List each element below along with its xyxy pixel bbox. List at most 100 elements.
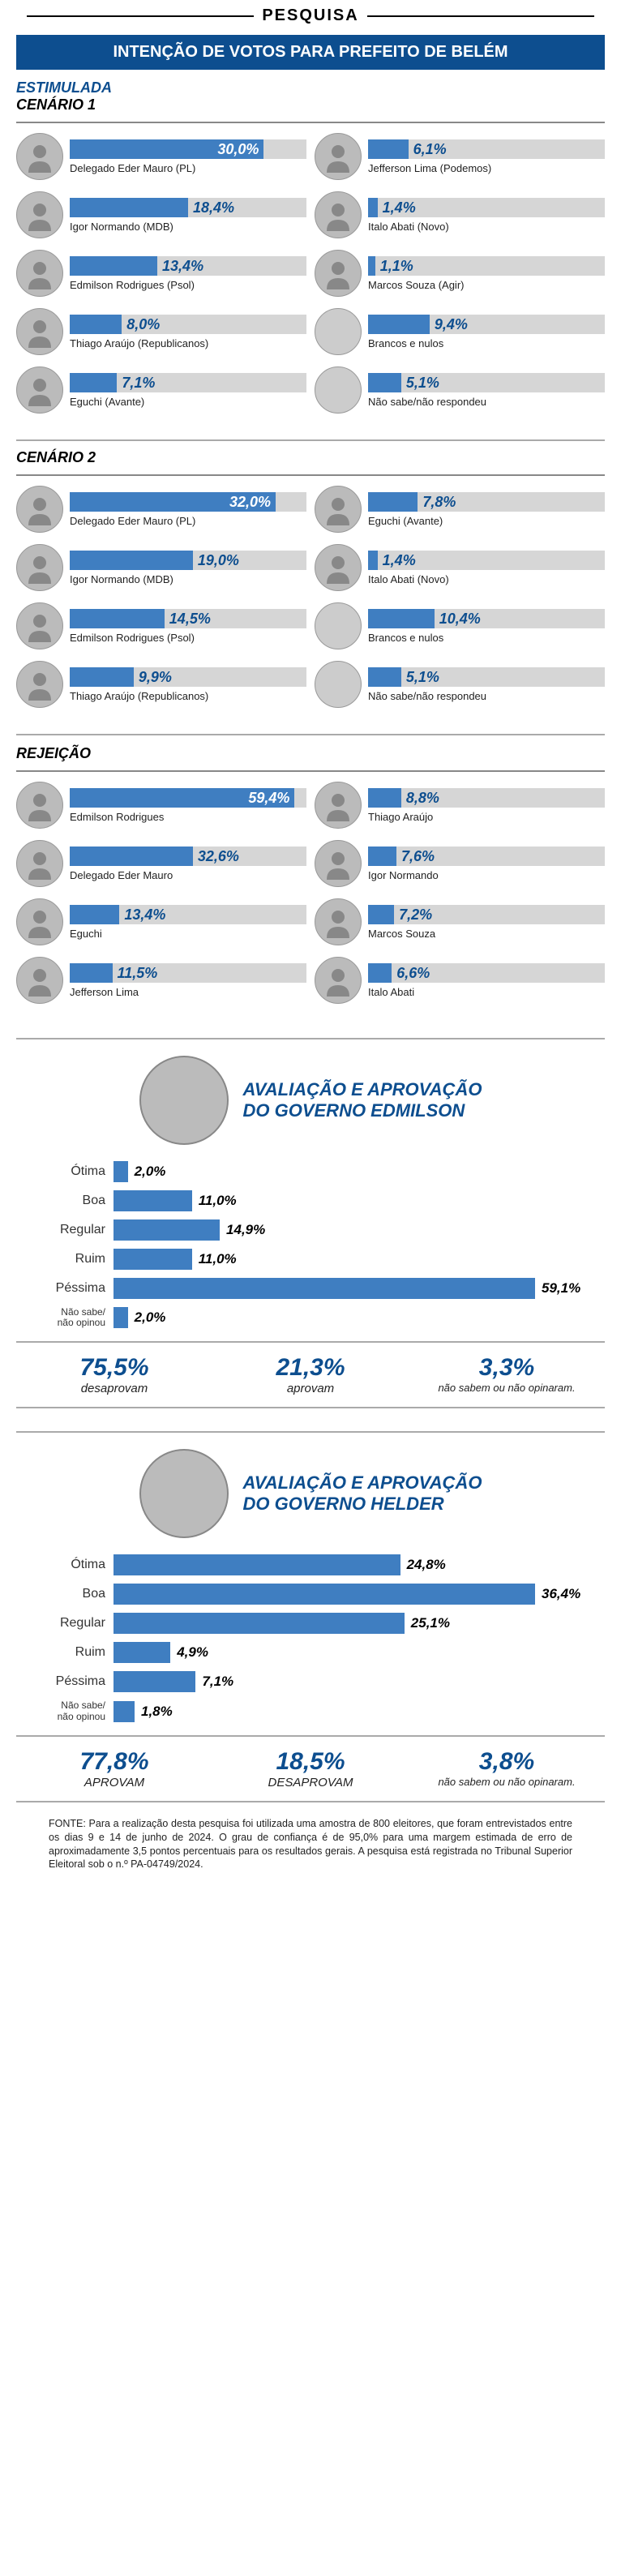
percent-label: 6,6%: [396, 965, 430, 982]
percent-label: 19,0%: [198, 552, 239, 569]
summary-item: 21,3%aprovam: [212, 1354, 409, 1395]
summary-item: 77,8%APROVAM: [16, 1748, 212, 1789]
summary-label: APROVAM: [16, 1776, 212, 1789]
candidate-row: 18,4%Igor Normando (MDB): [16, 191, 306, 238]
eval-pct-label: 2,0%: [135, 1164, 166, 1180]
avatar-gray-icon: [315, 308, 362, 355]
eval-row-label: Boa: [16, 1194, 113, 1208]
candidate-name: Eguchi (Avante): [368, 515, 605, 527]
rejeicao-block: 59,4%Edmilson Rodrigues32,6%Delegado Ede…: [16, 770, 605, 1015]
candidate-row: 1,4%Italo Abati (Novo): [315, 544, 605, 591]
portrait-edmilson: [139, 1056, 229, 1145]
candidate-row: 1,1%Marcos Souza (Agir): [315, 250, 605, 297]
percent-label: 18,4%: [193, 199, 234, 216]
candidate-name: Eguchi: [70, 928, 306, 940]
eval-pct-label: 14,9%: [226, 1222, 265, 1238]
summary-label: desaprovam: [16, 1382, 212, 1395]
candidate-row: 1,4%Italo Abati (Novo): [315, 191, 605, 238]
candidate-row: 10,4%Brancos e nulos: [315, 602, 605, 649]
candidate-row: 11,5%Jefferson Lima: [16, 957, 306, 1004]
summary-pct: 77,8%: [16, 1748, 212, 1776]
percent-label: 8,0%: [126, 316, 160, 333]
percent-label: 7,2%: [399, 907, 432, 924]
eval-title-line2: DO GOVERNO HELDER: [243, 1494, 444, 1514]
candidate-row: 32,0%Delegado Eder Mauro (PL): [16, 486, 306, 533]
percent-label: 5,1%: [406, 375, 439, 392]
portrait-helder: [139, 1449, 229, 1538]
percent-label: 1,4%: [383, 199, 416, 216]
eval-row: Ruim4,9%: [16, 1642, 605, 1663]
candidate-row: 13,4% Eguchi: [16, 898, 306, 945]
percent-label: 14,5%: [169, 611, 211, 628]
eval-row-label: Ótima: [16, 1558, 113, 1572]
percent-label: 7,8%: [422, 494, 456, 511]
summary-label: não sabem ou não opinaram.: [409, 1776, 605, 1789]
candidate-avatar: [315, 957, 362, 1004]
candidate-row: 5,1%Não sabe/não respondeu: [315, 661, 605, 708]
cenario2-block: 32,0%Delegado Eder Mauro (PL)19,0%Igor N…: [16, 474, 605, 719]
candidate-row: 6,6%Italo Abati: [315, 957, 605, 1004]
candidate-avatar: [315, 544, 362, 591]
summary-label: aprovam: [212, 1382, 409, 1395]
avatar-gray-icon: [315, 661, 362, 708]
candidate-avatar: [16, 308, 63, 355]
eval-pct-label: 36,4%: [542, 1586, 580, 1602]
avatar-gray-icon: [315, 602, 362, 649]
eval-row-label: Péssima: [16, 1674, 113, 1689]
percent-label: 9,4%: [435, 316, 468, 333]
candidate-row: 8,8% Thiago Araújo: [315, 782, 605, 829]
candidate-row: 6,1%Jefferson Lima (Podemos): [315, 133, 605, 180]
summary-item: 18,5%DESAPROVAM: [212, 1748, 409, 1789]
percent-label: 8,8%: [406, 790, 439, 807]
candidate-name: Marcos Souza (Agir): [368, 279, 605, 291]
candidate-row: 7,2%Marcos Souza: [315, 898, 605, 945]
candidate-avatar: [16, 957, 63, 1004]
candidate-name: Thiago Araújo (Republicanos): [70, 337, 306, 349]
eval-edmilson: AVALIAÇÃO E APROVAÇÃO DO GOVERNO EDMILSO…: [16, 1038, 605, 1408]
candidate-row: 32,6%Delegado Eder Mauro: [16, 840, 306, 887]
eval-pct-label: 59,1%: [542, 1280, 580, 1297]
candidate-name: Delegado Eder Mauro: [70, 869, 306, 881]
candidate-name: Delegado Eder Mauro (PL): [70, 515, 306, 527]
cenario1-label: CENÁRIO 1: [16, 96, 605, 114]
candidate-avatar: [16, 661, 63, 708]
eval-row: Não sabe/não opinou2,0%: [16, 1307, 605, 1328]
candidate-row: 9,9%Thiago Araújo (Republicanos): [16, 661, 306, 708]
eval-row: Péssima7,1%: [16, 1671, 605, 1692]
eval-pct-label: 11,0%: [199, 1193, 237, 1209]
eval-pct-label: 24,8%: [407, 1557, 446, 1573]
header: PESQUISA: [0, 0, 621, 32]
candidate-avatar: [315, 486, 362, 533]
candidate-avatar: [16, 366, 63, 414]
header-tag: PESQUISA: [0, 6, 621, 25]
percent-label: 1,4%: [383, 552, 416, 569]
subtitle-bar: INTENÇÃO DE VOTOS PARA PREFEITO DE BELÉM: [16, 35, 605, 70]
estimulada-label: ESTIMULADA: [16, 79, 605, 96]
summary-label: DESAPROVAM: [212, 1776, 409, 1789]
percent-label: 59,4%: [248, 790, 289, 807]
summary-item: 3,8%não sabem ou não opinaram.: [409, 1748, 605, 1789]
candidate-avatar: [16, 840, 63, 887]
avatar-gray-icon: [315, 366, 362, 414]
candidate-avatar: [16, 133, 63, 180]
percent-label: 10,4%: [439, 611, 481, 628]
eval-pct-label: 25,1%: [411, 1615, 450, 1631]
fonte-text: FONTE: Para a realização desta pesquisa …: [49, 1817, 572, 1872]
eval-row-label: Ruim: [16, 1252, 113, 1267]
summary-pct: 21,3%: [212, 1354, 409, 1382]
eval-row-label: Não sabe/não opinou: [16, 1700, 113, 1721]
candidate-avatar: [16, 544, 63, 591]
candidate-name: Thiago Araújo: [368, 811, 605, 823]
eval-row-label: Ruim: [16, 1645, 113, 1660]
cenario2-label: CENÁRIO 2: [16, 449, 605, 466]
eval-row-label: Regular: [16, 1616, 113, 1631]
candidate-name: Igor Normando: [368, 869, 605, 881]
eval-row: Regular 25,1%: [16, 1613, 605, 1634]
candidate-avatar: [315, 782, 362, 829]
percent-label: 7,6%: [401, 848, 435, 865]
percent-label: 13,4%: [124, 907, 165, 924]
eval-pct-label: 1,8%: [141, 1704, 173, 1720]
eval-row-label: Não sabe/não opinou: [16, 1307, 113, 1328]
cenario1-block: 30,0%Delegado Eder Mauro (PL)18,4%Igor N…: [16, 122, 605, 425]
summary-item: 75,5%desaprovam: [16, 1354, 212, 1395]
